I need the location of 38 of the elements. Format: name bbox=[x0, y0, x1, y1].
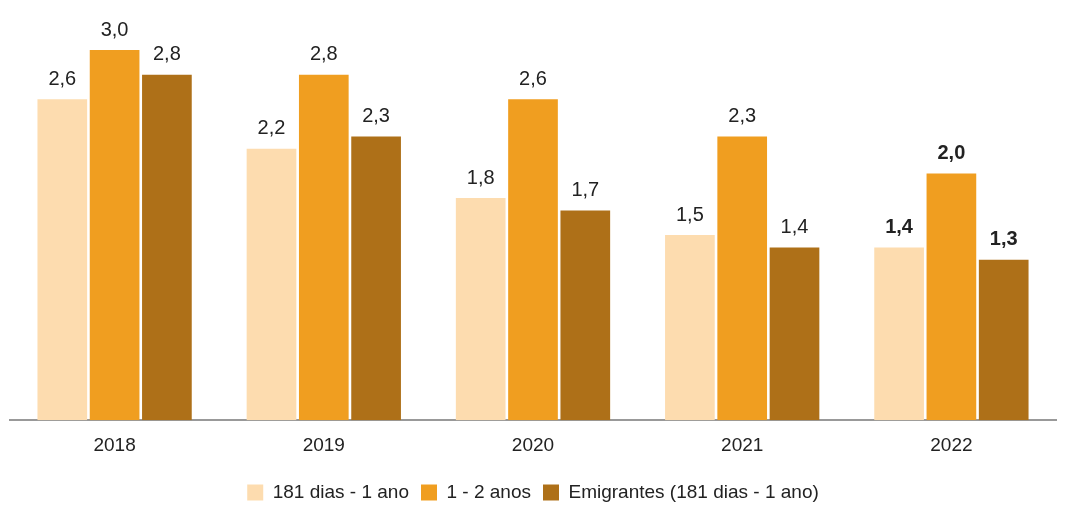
x-tick-label: 2022 bbox=[930, 433, 973, 455]
bar bbox=[769, 247, 820, 421]
x-tick-label: 2019 bbox=[302, 433, 345, 455]
data-label: 1,5 bbox=[675, 202, 704, 225]
legend-label: Emigrantes (181 dias - 1 ano) bbox=[568, 480, 819, 502]
bar bbox=[978, 259, 1029, 421]
data-label: 3,0 bbox=[100, 17, 129, 40]
x-tick-label: 2020 bbox=[511, 433, 555, 455]
bar bbox=[717, 136, 768, 421]
data-label: 1,4 bbox=[885, 214, 914, 237]
data-label: 2,3 bbox=[362, 103, 391, 126]
bar bbox=[142, 74, 192, 421]
data-label: 2,3 bbox=[728, 103, 757, 126]
bar bbox=[874, 247, 924, 421]
data-label: 2,8 bbox=[152, 42, 181, 65]
bar bbox=[455, 198, 506, 421]
legend-label: 181 dias - 1 ano bbox=[272, 480, 409, 502]
data-label: 2,2 bbox=[257, 116, 286, 139]
data-label: 2,8 bbox=[309, 42, 338, 65]
bar bbox=[665, 235, 715, 421]
bar bbox=[89, 50, 140, 421]
data-label: 1,7 bbox=[571, 177, 600, 200]
bar bbox=[508, 99, 558, 421]
bar bbox=[246, 148, 297, 421]
data-label: 1,3 bbox=[989, 227, 1018, 250]
bar bbox=[351, 136, 401, 421]
bar bbox=[560, 210, 611, 421]
legend-label: 1 - 2 anos bbox=[446, 480, 531, 502]
data-label: 1,4 bbox=[780, 214, 809, 237]
data-label: 2,6 bbox=[48, 66, 77, 89]
bar bbox=[37, 99, 88, 421]
bar bbox=[926, 173, 977, 421]
data-label: 1,8 bbox=[466, 165, 495, 188]
data-label: 2,0 bbox=[937, 140, 966, 163]
x-tick-label: 2018 bbox=[93, 433, 136, 455]
data-label: 2,6 bbox=[519, 66, 547, 89]
bar bbox=[298, 74, 349, 421]
x-tick-label: 2021 bbox=[721, 433, 764, 455]
